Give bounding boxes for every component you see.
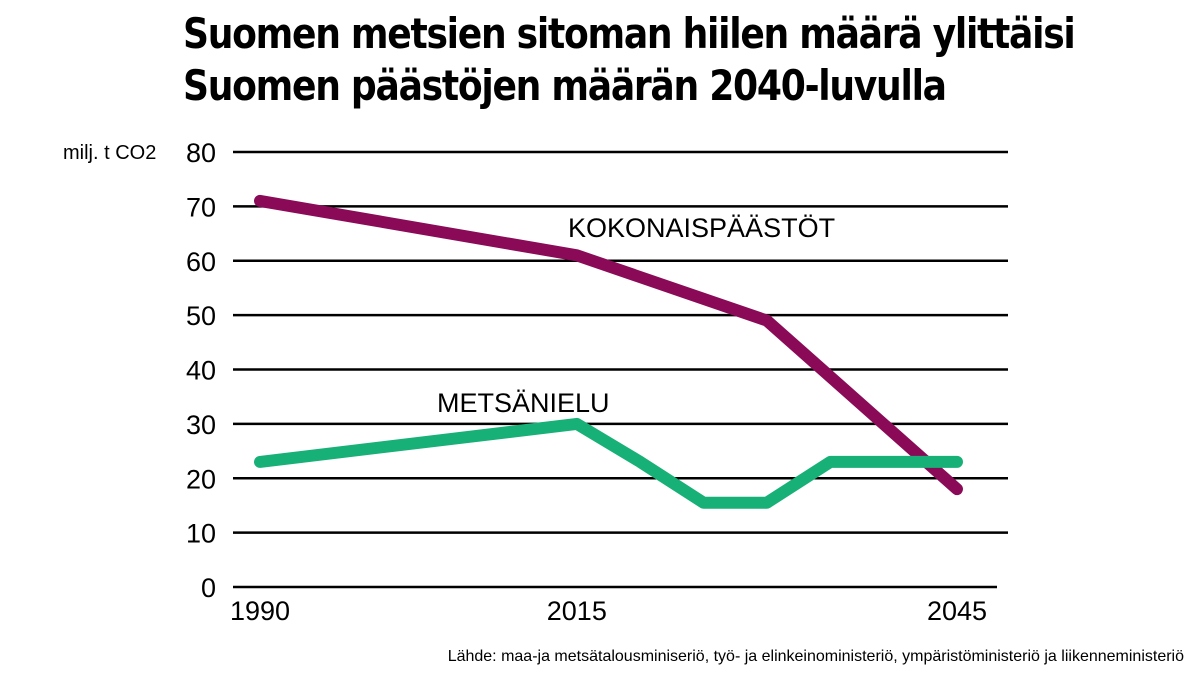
x-tick-label-1990: 1990 (230, 596, 290, 626)
chart-title-line-2: Suomen päästöjen määrän 2040-luvulla (183, 61, 947, 110)
y-tick-label-70: 70 (186, 192, 216, 222)
x-tick-label-2045: 2045 (927, 596, 987, 626)
y-tick-label-20: 20 (186, 464, 216, 494)
x-tick-label-2015: 2015 (547, 596, 607, 626)
series-label-metsanielu: METSÄNIELU (437, 388, 610, 418)
x-axis-ticks: 1990 2015 2045 (230, 596, 987, 626)
series-lines (254, 194, 963, 509)
y-tick-label-10: 10 (186, 519, 216, 549)
y-tick-label-80: 80 (186, 138, 216, 168)
source-note: Lähde: maa-ja metsätalousminiseriö, työ-… (447, 648, 1184, 665)
y-axis-unit-label: milj. t CO2 (63, 142, 156, 164)
y-tick-label-0: 0 (201, 573, 216, 603)
series-line-metsanielu (254, 417, 963, 509)
y-tick-label-50: 50 (186, 301, 216, 331)
y-tick-label-30: 30 (186, 410, 216, 440)
gridlines (233, 150, 1008, 589)
chart-title-line-1: Suomen metsien sitoman hiilen määrä ylit… (183, 9, 1076, 58)
y-tick-label-40: 40 (186, 356, 216, 386)
y-axis-ticks: 0 10 20 30 40 50 60 70 80 (186, 138, 216, 603)
series-line-kokonaispaastot (254, 194, 963, 496)
chart-title: Suomen metsien sitoman hiilen määrä ylit… (183, 8, 1076, 112)
series-label-kokonaispaastot: KOKONAISPÄÄSTÖT (568, 213, 835, 243)
y-tick-label-60: 60 (186, 247, 216, 277)
